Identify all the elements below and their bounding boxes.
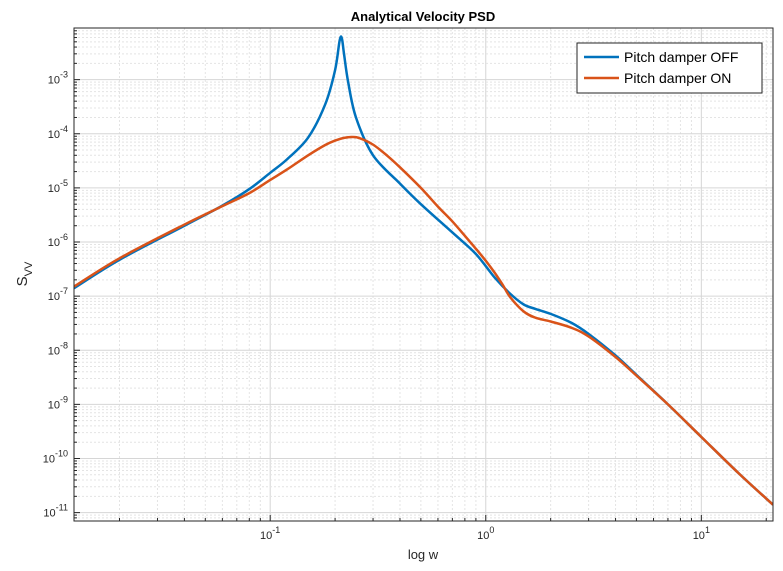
x-tick-label-exponent: 0 bbox=[489, 525, 494, 535]
y-tick-label: 10-10 bbox=[43, 448, 68, 465]
y-tick-label-exponent: -3 bbox=[60, 70, 68, 80]
plot-background bbox=[74, 28, 773, 521]
x-tick-label-exponent: -1 bbox=[272, 525, 280, 535]
x-tick-label: 101 bbox=[693, 525, 710, 542]
y-tick-label-base: 10 bbox=[48, 183, 60, 195]
x-tick-label-base: 10 bbox=[693, 530, 705, 542]
y-tick-label: 10-8 bbox=[48, 340, 68, 357]
y-tick-label-exponent: -7 bbox=[60, 286, 68, 296]
series-line-pitch-damper-off bbox=[74, 35, 773, 506]
y-tick-label: 10-9 bbox=[48, 394, 68, 411]
y-tick-label-base: 10 bbox=[48, 399, 60, 411]
svg-text:SVV: SVV bbox=[14, 261, 35, 286]
y-tick-label-base: 10 bbox=[48, 291, 60, 303]
y-tick-label-exponent: -8 bbox=[60, 340, 68, 350]
y-tick-label: 10-11 bbox=[43, 503, 68, 520]
y-tick-label: 10-4 bbox=[48, 124, 68, 141]
y-tick-label-exponent: -10 bbox=[55, 448, 68, 458]
x-tick-label-exponent: 1 bbox=[705, 525, 710, 535]
y-tick-label: 10-3 bbox=[48, 70, 68, 87]
x-tick-label-base: 10 bbox=[260, 530, 272, 542]
legend: Pitch damper OFF Pitch damper ON bbox=[576, 42, 763, 94]
y-tick-label: 10-5 bbox=[48, 178, 68, 195]
x-tick-label: 100 bbox=[477, 525, 494, 542]
series-layer bbox=[74, 35, 773, 506]
y-tick-label-base: 10 bbox=[43, 453, 55, 465]
y-tick-label-exponent: -9 bbox=[60, 394, 68, 404]
y-tick-label-exponent: -6 bbox=[60, 232, 68, 242]
y-tick-label-exponent: -5 bbox=[60, 178, 68, 188]
y-axis-label: SVV bbox=[14, 261, 35, 286]
axes-frame bbox=[73, 27, 774, 522]
y-tick-label: 10-7 bbox=[48, 286, 68, 303]
y-tick-label-exponent: -4 bbox=[60, 124, 68, 134]
y-tick-label: 10-6 bbox=[48, 232, 68, 249]
legend-box bbox=[576, 42, 763, 94]
y-tick-label-base: 10 bbox=[48, 345, 60, 357]
chart-title: Analytical Velocity PSD bbox=[351, 9, 496, 24]
y-tick-label-base: 10 bbox=[43, 508, 55, 520]
legend-entry-on: Pitch damper ON bbox=[624, 70, 731, 86]
x-tick-label: 10-1 bbox=[260, 525, 280, 542]
ticks: 10-1 100 10110-310-410-510-610-710-810-910… bbox=[43, 30, 767, 542]
y-axis-label-subscript: VV bbox=[23, 261, 35, 276]
series-line-pitch-damper-on bbox=[74, 135, 773, 506]
y-tick-label-base: 10 bbox=[48, 75, 60, 87]
y-axis-label-main: S bbox=[14, 276, 31, 286]
legend-entry-off: Pitch damper OFF bbox=[624, 49, 738, 65]
y-tick-label-base: 10 bbox=[48, 237, 60, 249]
y-tick-label-base: 10 bbox=[48, 129, 60, 141]
grid bbox=[74, 28, 773, 522]
y-tick-label-exponent: -11 bbox=[56, 503, 68, 513]
x-tick-label-base: 10 bbox=[477, 530, 489, 542]
x-axis-label: log w bbox=[408, 547, 439, 562]
